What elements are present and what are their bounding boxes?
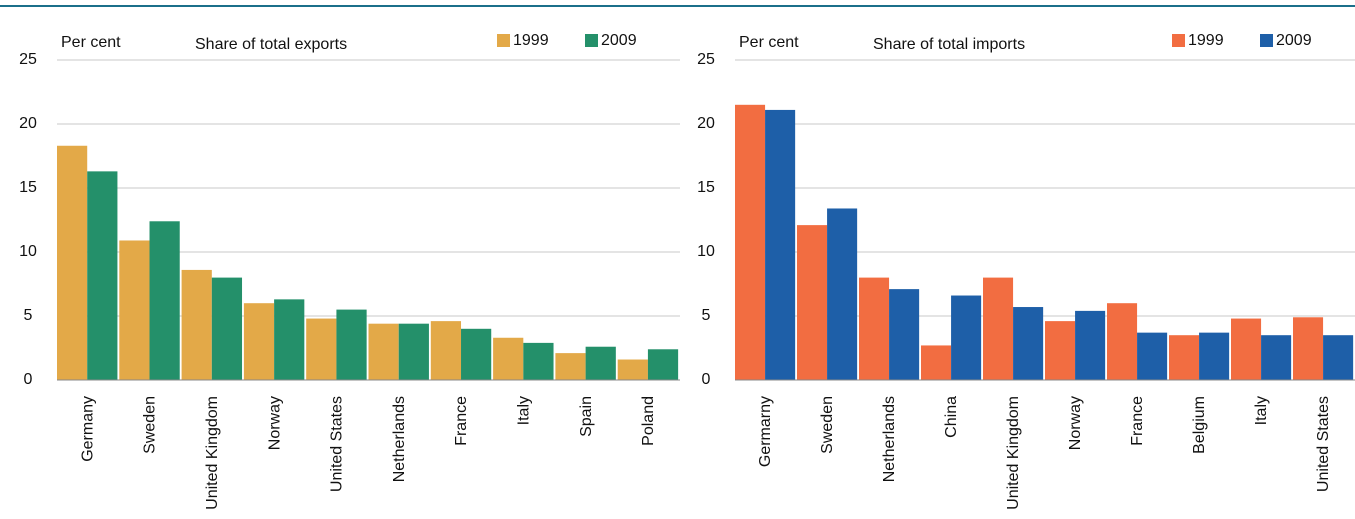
bar xyxy=(827,208,858,380)
bar xyxy=(1075,310,1106,380)
legend-label: 1999 xyxy=(513,32,549,49)
bar xyxy=(1199,332,1230,380)
bar xyxy=(461,328,492,380)
x-tick-label: Spain xyxy=(578,396,595,437)
y-tick-label: 20 xyxy=(19,115,37,132)
subtitle: Share of total exports xyxy=(195,36,347,53)
y-tick-label: 25 xyxy=(697,51,715,68)
y-tick-label: 25 xyxy=(19,51,37,68)
x-tick-label: China xyxy=(943,396,960,438)
x-tick-label: United States xyxy=(329,396,346,492)
y-tick-label: 0 xyxy=(702,371,711,388)
y-tick-label: 0 xyxy=(24,371,33,388)
x-tick-label: Italy xyxy=(515,396,532,425)
bar xyxy=(735,104,766,381)
bar xyxy=(493,337,524,380)
bar xyxy=(889,289,920,380)
x-tick-label: Germarny xyxy=(757,396,774,467)
legend-label: 2009 xyxy=(1276,32,1312,49)
bar xyxy=(398,323,429,380)
x-tick-label: France xyxy=(1129,396,1146,446)
bar xyxy=(523,342,554,380)
subtitle: Share of total imports xyxy=(873,36,1025,53)
bar xyxy=(859,277,890,380)
bar xyxy=(617,359,648,380)
x-tick-label: Netherlands xyxy=(391,396,408,482)
bar xyxy=(951,295,982,380)
bar xyxy=(1045,321,1076,380)
x-tick-label: United Kingdom xyxy=(204,396,221,510)
y-axis-label: Per cent xyxy=(739,34,799,51)
bar xyxy=(57,145,88,380)
bar xyxy=(983,277,1014,380)
bar xyxy=(274,299,305,380)
x-tick-label: Germany xyxy=(79,396,96,462)
bar xyxy=(585,346,616,380)
bar xyxy=(119,240,150,380)
y-tick-label: 20 xyxy=(697,115,715,132)
legend-label: 2009 xyxy=(601,32,637,49)
x-tick-label: Italy xyxy=(1253,396,1270,425)
x-tick-label: Sweden xyxy=(142,396,159,454)
x-tick-label: France xyxy=(453,396,470,446)
bar xyxy=(1293,317,1324,380)
legend-swatch xyxy=(585,34,598,47)
legend-swatch xyxy=(1260,34,1273,47)
x-tick-label: Norway xyxy=(266,396,283,450)
bar xyxy=(336,309,367,380)
legend-swatch xyxy=(497,34,510,47)
bar xyxy=(1137,332,1168,380)
bar xyxy=(149,221,180,380)
bar xyxy=(1323,335,1354,380)
y-tick-label: 15 xyxy=(19,179,37,196)
x-tick-label: Belgium xyxy=(1191,396,1208,454)
bar xyxy=(647,349,679,380)
bar xyxy=(1231,318,1262,380)
y-tick-label: 10 xyxy=(19,243,37,260)
x-tick-label: Poland xyxy=(640,396,657,446)
bar xyxy=(1107,303,1138,380)
y-tick-label: 15 xyxy=(697,179,715,196)
bar xyxy=(797,225,828,380)
y-tick-label: 5 xyxy=(702,307,711,324)
legend-swatch xyxy=(1172,34,1185,47)
bar xyxy=(306,318,337,380)
bar xyxy=(87,171,118,380)
bar xyxy=(921,345,952,380)
x-tick-label: United States xyxy=(1315,396,1332,492)
bar xyxy=(555,353,586,380)
bar xyxy=(1261,335,1292,380)
bar xyxy=(1169,335,1200,380)
bar xyxy=(243,303,275,380)
x-tick-label: Sweden xyxy=(819,396,836,454)
y-tick-label: 5 xyxy=(24,307,33,324)
y-axis-label: Per cent xyxy=(61,34,121,51)
x-tick-label: Norway xyxy=(1067,396,1084,450)
bar xyxy=(181,269,212,380)
bar xyxy=(430,321,462,380)
bar xyxy=(765,109,796,381)
bar xyxy=(368,323,399,380)
bar xyxy=(1013,307,1044,380)
legend-label: 1999 xyxy=(1188,32,1224,49)
x-tick-label: Netherlands xyxy=(881,396,898,482)
x-tick-label: United Kingdom xyxy=(1005,396,1022,510)
bar xyxy=(211,277,243,380)
y-tick-label: 10 xyxy=(697,243,715,260)
